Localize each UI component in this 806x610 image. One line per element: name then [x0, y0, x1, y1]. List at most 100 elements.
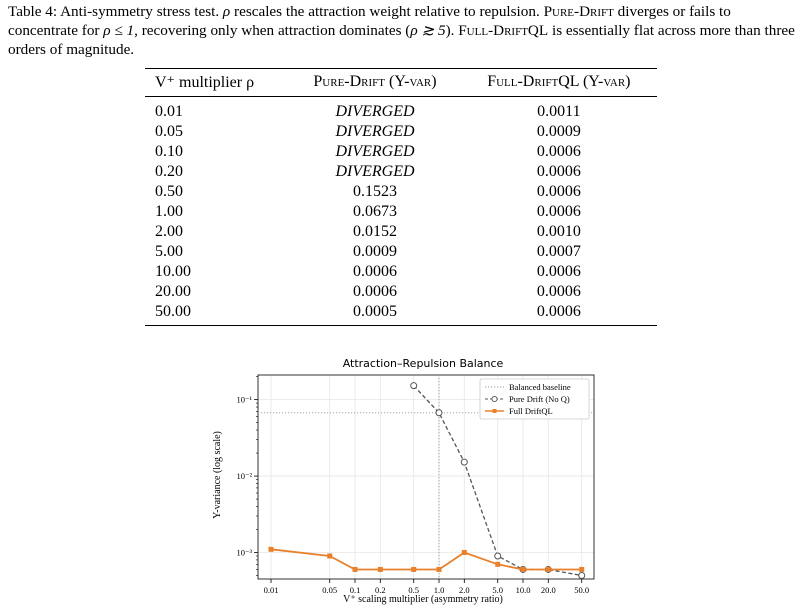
- full-driftql-point: [327, 553, 333, 559]
- header-pure-drift: Pure-Drift (Y-var): [289, 68, 461, 97]
- table-header-row: V⁺ multiplier ρ Pure-Drift (Y-var) Full-…: [145, 68, 657, 97]
- legend-label: Full DriftQL: [509, 406, 553, 416]
- caption-cond-2: ρ ≳ 5: [410, 22, 446, 39]
- table-row: 0.50 0.1523 0.0006: [145, 182, 657, 202]
- cell-multiplier: 1.00: [155, 203, 183, 220]
- cell-full-driftql: 0.0009: [536, 123, 581, 140]
- chart-title: Attraction–Repulsion Balance: [343, 357, 504, 370]
- cell-pure-drift: 0.1523: [352, 183, 397, 200]
- caption-text-4: , recovering only when attraction domina…: [134, 22, 411, 39]
- cell-full-driftql: 0.0010: [536, 223, 581, 240]
- cell-pure-drift: 0.0009: [352, 243, 397, 260]
- cell-pure-drift: 0.0006: [352, 283, 397, 300]
- header-multiplier: V⁺ multiplier ρ: [145, 68, 290, 97]
- table-row: 0.10 DIVERGED 0.0006: [145, 142, 657, 162]
- table-caption: Table 4: Anti-symmetry stress test. ρ re…: [8, 2, 800, 59]
- full-driftql-point: [411, 566, 417, 572]
- table-row: 20.00 0.0006 0.0006: [145, 282, 657, 302]
- x-tick-label: 0.1: [350, 585, 361, 595]
- pure-drift-point: [460, 458, 468, 466]
- x-tick-label: 2.0: [459, 585, 470, 595]
- y-axis-label: Y-variance (log scale): [212, 431, 223, 519]
- cell-pure-drift: 0.0152: [352, 223, 397, 240]
- cell-full-driftql: 0.0006: [536, 183, 581, 200]
- full-driftql-point: [495, 561, 501, 567]
- legend-marker: [492, 409, 497, 413]
- cell-multiplier: 10.00: [155, 263, 191, 280]
- cell-full-driftql: 0.0011: [537, 103, 581, 120]
- full-driftql-point: [520, 566, 526, 572]
- cell-multiplier: 50.00: [145, 302, 290, 326]
- full-driftql-point: [377, 566, 383, 572]
- x-tick-label: 0.05: [322, 585, 337, 595]
- caption-text-3: diverges or fails to concentrate for: [8, 3, 731, 39]
- caption-label: Table 4:: [8, 3, 58, 20]
- cell-pure-drift: DIVERGED: [335, 123, 415, 140]
- full-driftql-point: [545, 566, 551, 572]
- caption-full-driftql: Full-DriftQL: [458, 22, 549, 39]
- legend-box: [479, 378, 590, 420]
- cell-multiplier: 0.05: [155, 123, 183, 140]
- caption-text-1: Anti-symmetry stress test.: [60, 3, 220, 20]
- plot-frame: [257, 374, 595, 580]
- legend-marker: [491, 395, 498, 403]
- y-tick-label: 10⁻²: [236, 471, 252, 481]
- cell-full-driftql: 0.0006: [536, 163, 581, 180]
- chart-container: Attraction–Repulsion Balance V⁺ scaling …: [205, 352, 605, 610]
- cell-multiplier: 0.20: [155, 163, 183, 180]
- caption-pure-drift: Pure-Drift: [543, 3, 614, 20]
- cell-pure-drift: DIVERGED: [335, 143, 415, 160]
- table-row: 1.00 0.0673 0.0006: [145, 202, 657, 222]
- pure-drift-point: [494, 552, 502, 560]
- caption-text-5: ).: [445, 22, 455, 39]
- table-row: 0.05 DIVERGED 0.0009: [145, 122, 657, 142]
- table-row: 2.00 0.0152 0.0010: [145, 222, 657, 242]
- full-driftql-point: [579, 566, 585, 572]
- caption-cond-1: ρ ≤ 1: [103, 22, 135, 39]
- full-driftql-point: [461, 549, 467, 555]
- cell-full-driftql: 0.0006: [536, 263, 581, 280]
- x-tick-label: 20.0: [541, 585, 556, 595]
- y-tick-label: 10⁻³: [236, 547, 252, 557]
- results-table: V⁺ multiplier ρ Pure-Drift (Y-var) Full-…: [145, 68, 657, 326]
- x-tick-label: 0.2: [375, 585, 386, 595]
- cell-full-driftql: 0.0006: [536, 143, 581, 160]
- legend-label: Pure Drift (No Q): [509, 394, 570, 404]
- x-tick-label: 10.0: [516, 585, 531, 595]
- table-row: 0.01 DIVERGED 0.0011: [145, 97, 657, 123]
- table-row: 50.00 0.0005 0.0006: [145, 302, 657, 326]
- x-tick-label: 0.01: [264, 585, 279, 595]
- cell-pure-drift: DIVERGED: [335, 163, 415, 180]
- y-tick-label: 10⁻¹: [236, 395, 252, 405]
- cell-full-driftql: 0.0006: [536, 283, 581, 300]
- caption-text-2: rescales the attraction weight relative …: [234, 3, 540, 20]
- full-driftql-point: [352, 566, 358, 572]
- caption-rho: ρ: [222, 3, 231, 20]
- chart-svg: Attraction–Repulsion Balance V⁺ scaling …: [212, 357, 595, 605]
- legend-label: Balanced baseline: [509, 382, 571, 392]
- pure-drift-point: [410, 382, 418, 390]
- cell-pure-drift: 0.0005: [289, 302, 461, 326]
- table-row: 5.00 0.0009 0.0007: [145, 242, 657, 262]
- cell-pure-drift: DIVERGED: [335, 103, 415, 120]
- table-row: 0.20 DIVERGED 0.0006: [145, 162, 657, 182]
- full-driftql-point: [268, 546, 274, 552]
- cell-multiplier: 2.00: [155, 223, 183, 240]
- table-row: 10.00 0.0006 0.0006: [145, 262, 657, 282]
- caption-text-6: is essentially flat across more than thr…: [8, 22, 795, 58]
- pure-drift-point: [578, 572, 586, 580]
- header-full-driftql: Full-DriftQL (Y-var): [460, 68, 657, 97]
- x-axis-label: V⁺ scaling multiplier (asymmetry ratio): [343, 594, 503, 605]
- cell-multiplier: 20.00: [155, 283, 191, 300]
- cell-multiplier: 5.00: [155, 243, 183, 260]
- cell-full-driftql: 0.0006: [460, 302, 657, 326]
- cell-full-driftql: 0.0007: [536, 243, 581, 260]
- cell-multiplier: 0.01: [155, 103, 183, 120]
- x-tick-label: 0.5: [408, 585, 419, 595]
- cell-pure-drift: 0.0006: [352, 263, 397, 280]
- cell-multiplier: 0.10: [155, 143, 183, 160]
- cell-multiplier: 0.50: [155, 183, 183, 200]
- table-body: 0.01 DIVERGED 0.0011 0.05 DIVERGED 0.0009 0.10…: [145, 97, 657, 326]
- x-tick-label: 1.0: [434, 585, 445, 595]
- x-tick-label: 50.0: [574, 585, 589, 595]
